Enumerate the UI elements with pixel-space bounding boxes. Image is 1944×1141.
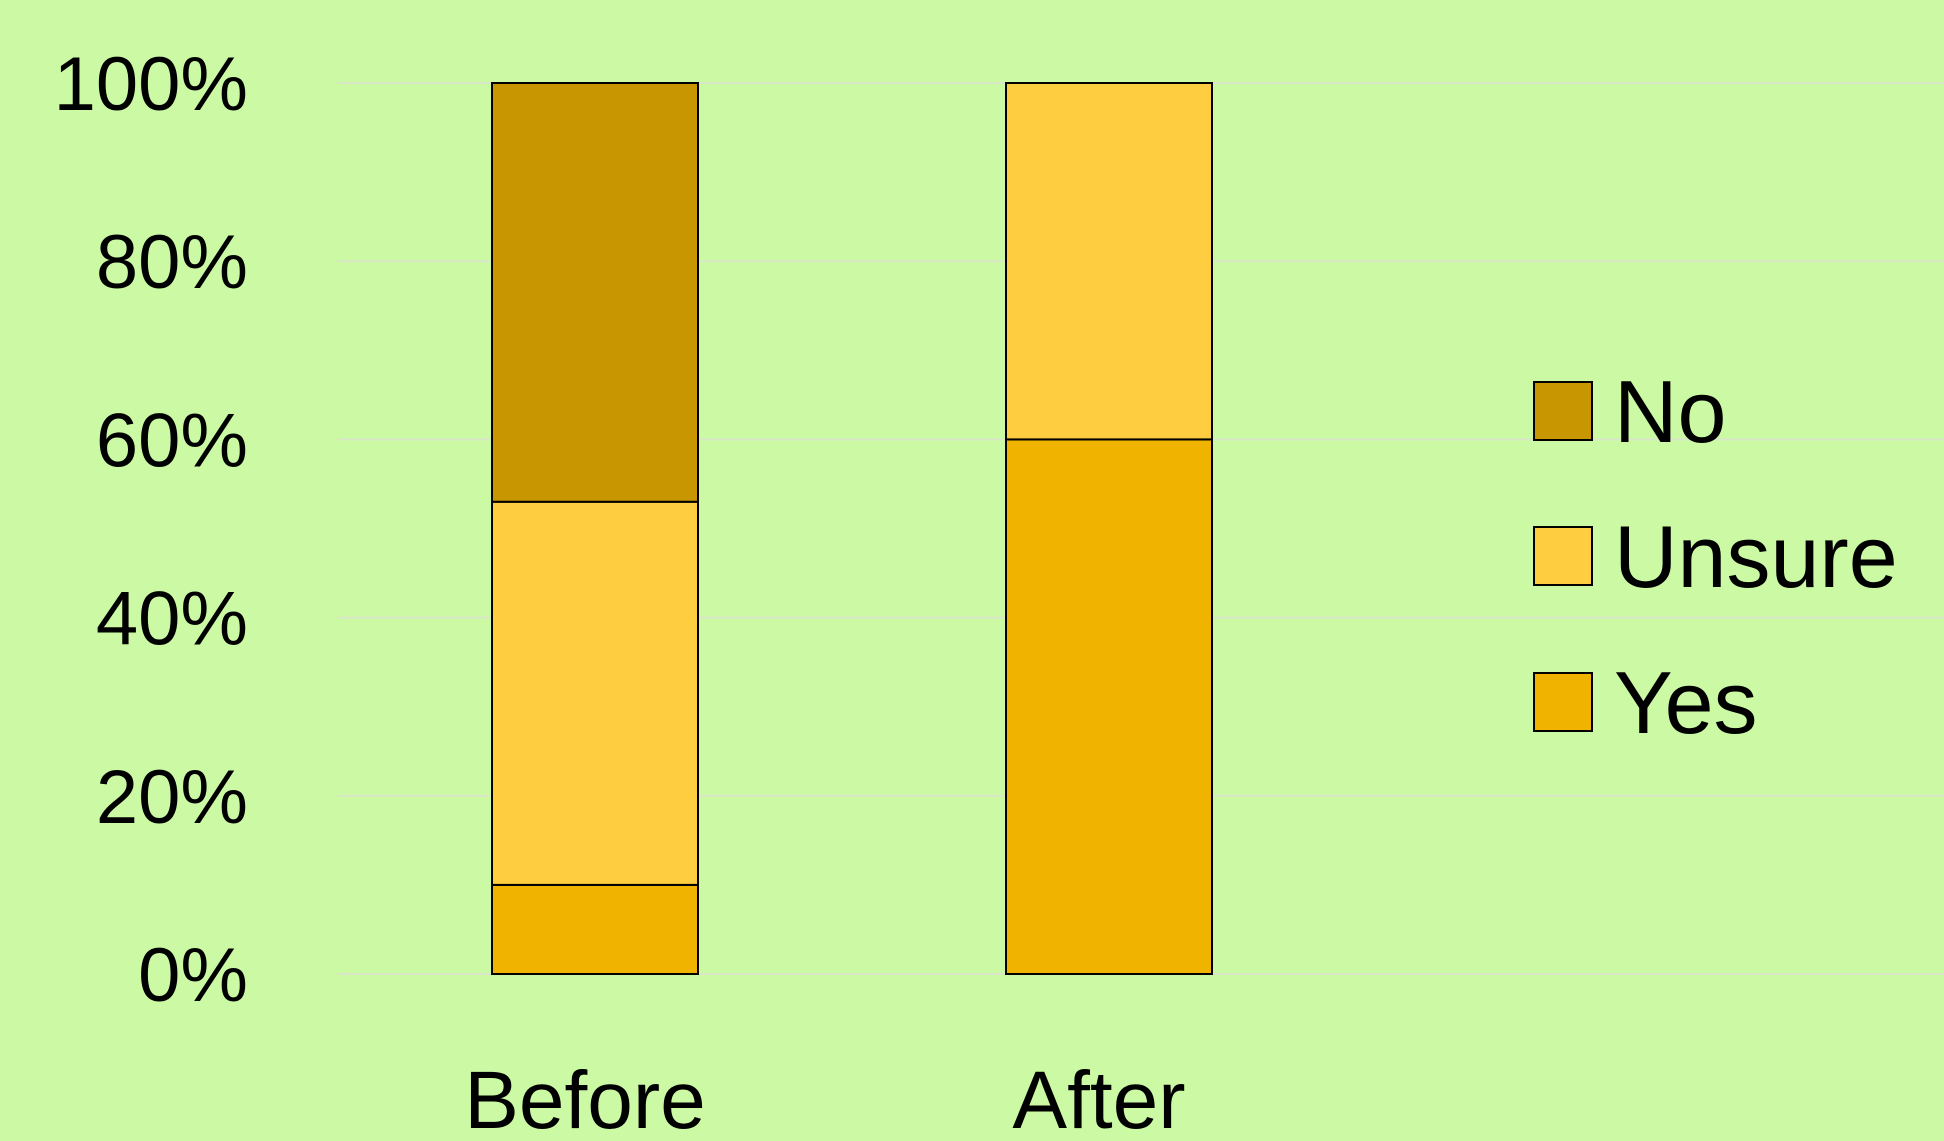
legend-swatch-no [1533, 381, 1593, 441]
bar-segment-before-unsure [491, 500, 699, 886]
bars [491, 82, 1213, 976]
legend-label-no: No [1614, 362, 1727, 461]
x-axis-category-labels: Before After [464, 1055, 1185, 1141]
y-tick-label: 80% [96, 220, 248, 305]
y-tick-label: 60% [96, 398, 248, 483]
bar-segment-after-yes [1005, 438, 1213, 975]
y-tick-label: 0% [138, 933, 248, 1018]
legend: No Unsure Yes [1533, 362, 1898, 752]
legend-label-unsure: Unsure [1614, 507, 1898, 606]
legend-swatch-yes [1533, 672, 1593, 732]
bar-segment-before-yes [491, 883, 699, 976]
legend-label-yes: Yes [1614, 653, 1758, 752]
legend-swatch-unsure [1533, 526, 1593, 586]
x-category-label-after: After [1012, 1055, 1185, 1136]
bar-segment-before-no [491, 82, 699, 503]
x-category-label-before: Before [464, 1055, 706, 1136]
y-tick-label: 100% [54, 42, 248, 127]
bar-segment-after-unsure [1005, 82, 1213, 441]
y-axis-tick-labels: 0% 20% 40% 60% 80% 100% [54, 42, 248, 1018]
y-tick-label: 20% [96, 755, 248, 840]
y-tick-label: 40% [96, 577, 248, 662]
